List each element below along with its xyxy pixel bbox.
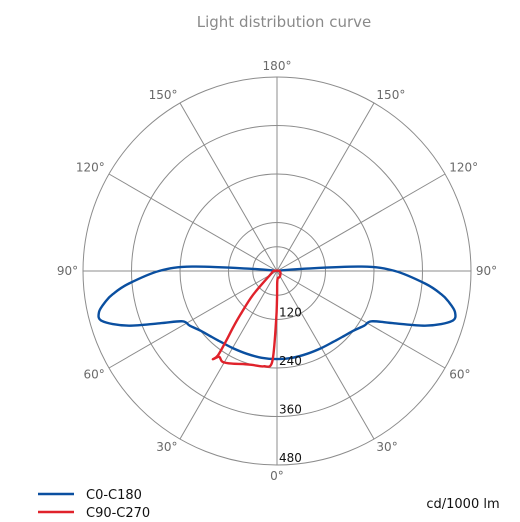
axis-labels: 120 240 360 480 180° 150° 150° 120° 120° 90° 90° 60… — [57, 59, 497, 483]
angle-label-60-left: 60° — [84, 367, 105, 381]
grid-spoke — [108, 270, 278, 369]
angle-label-90-left: 90° — [57, 264, 78, 278]
angle-label-120-left: 120° — [76, 161, 105, 175]
angle-label-0-bottom: 0° — [270, 469, 284, 483]
radial-tick-label: 240 — [279, 354, 302, 368]
legend-label-C0-C180: C0-C180 — [86, 488, 142, 503]
series-line-C0-C180 — [97, 265, 457, 361]
angle-label-30-right: 30° — [376, 440, 397, 454]
grid-spoke — [179, 102, 278, 272]
grid-spoke — [276, 173, 446, 272]
unit-label: cd/1000 lm — [426, 497, 499, 512]
chart-title: Light distribution curve — [197, 13, 371, 31]
radial-tick-label: 480 — [279, 451, 302, 465]
radial-tick-label: 120 — [279, 306, 302, 320]
curves — [97, 265, 457, 368]
angle-label-60-right: 60° — [449, 367, 470, 381]
series-line-C90-C270 — [211, 269, 282, 368]
grid-spoke — [276, 270, 375, 440]
legend: C0-C180 C90-C270 — [38, 488, 150, 521]
radial-tick-label: 360 — [279, 403, 302, 417]
angle-label-150-left: 150° — [149, 88, 178, 102]
legend-label-C90-C270: C90-C270 — [86, 506, 150, 521]
grid-spoke — [276, 270, 446, 369]
polar-grid — [82, 76, 472, 466]
grid-spoke — [276, 102, 375, 272]
angle-label-90-right: 90° — [476, 264, 497, 278]
grid-spoke — [179, 270, 278, 440]
angle-label-180-top: 180° — [263, 59, 292, 73]
angle-label-120-right: 120° — [449, 161, 478, 175]
angle-label-150-right: 150° — [376, 88, 405, 102]
angle-label-30-left: 30° — [156, 440, 177, 454]
grid-spoke — [108, 173, 278, 272]
